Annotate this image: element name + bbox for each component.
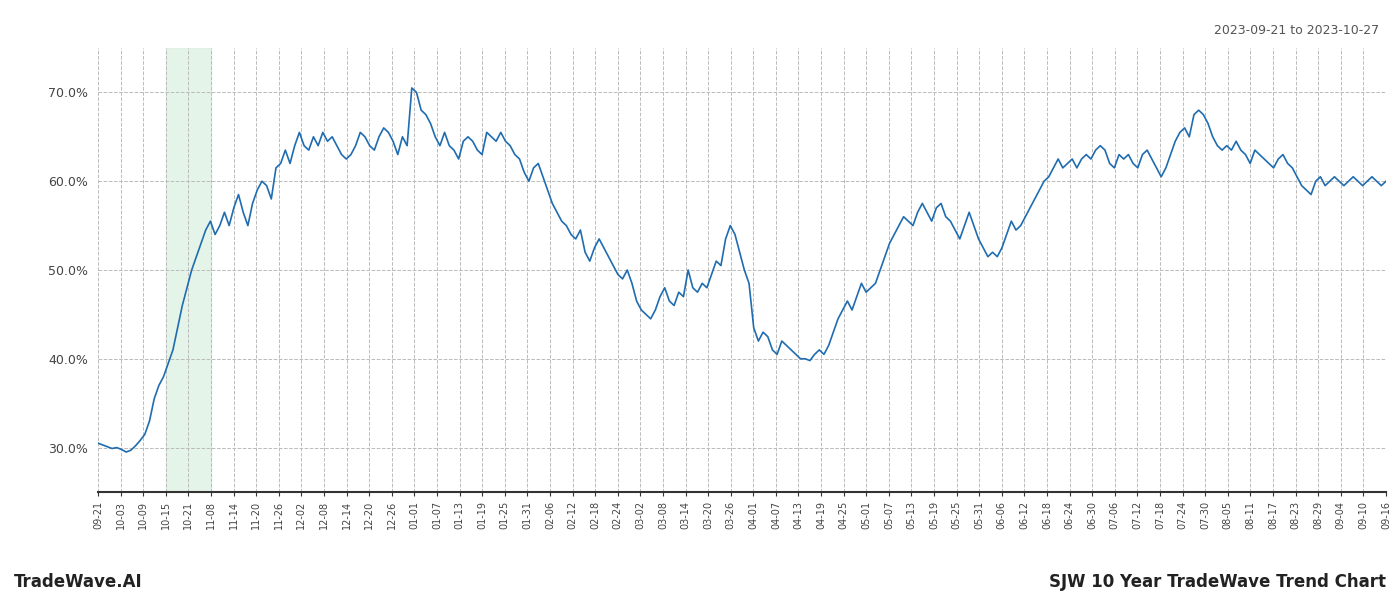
Text: TradeWave.AI: TradeWave.AI <box>14 573 143 591</box>
Bar <box>165 48 211 492</box>
Text: SJW 10 Year TradeWave Trend Chart: SJW 10 Year TradeWave Trend Chart <box>1049 573 1386 591</box>
Text: 2023-09-21 to 2023-10-27: 2023-09-21 to 2023-10-27 <box>1214 24 1379 37</box>
